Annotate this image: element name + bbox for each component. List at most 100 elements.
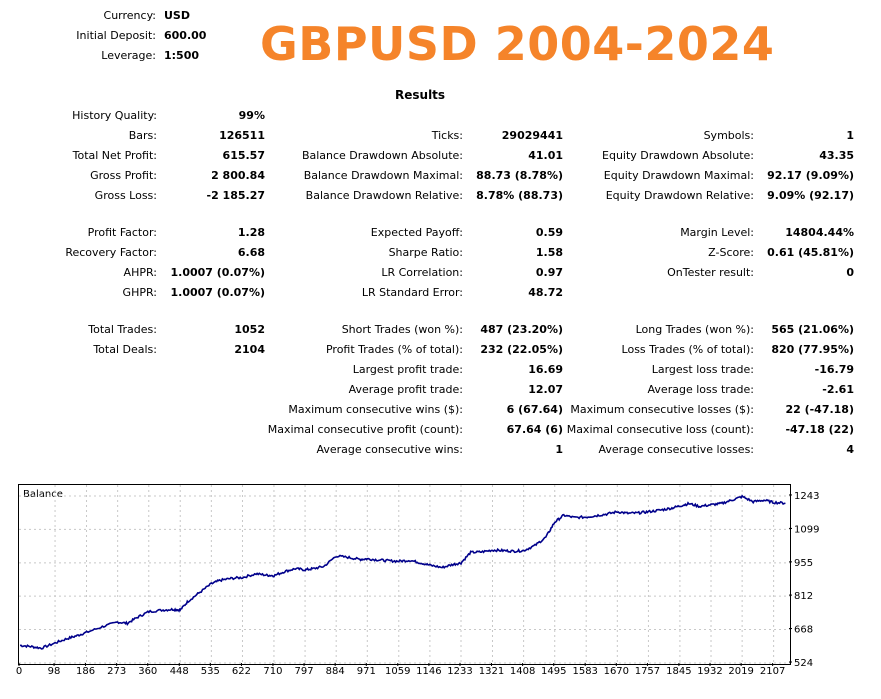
result-label: Equity Drawdown Absolute: <box>602 149 754 162</box>
y-tick-label: 668 <box>794 625 813 636</box>
result-label: Long Trades (won %): <box>635 323 754 336</box>
result-label: Expected Payoff: <box>370 226 463 239</box>
result-label: Maximal consecutive profit (count): <box>267 423 463 436</box>
result-label: Total Net Profit: <box>72 149 157 162</box>
result-value: 1 <box>846 129 854 142</box>
x-tick-label: 1757 <box>635 666 660 677</box>
result-value: 0.59 <box>535 226 563 239</box>
chart-title: Balance <box>23 489 63 500</box>
result-value: 615.57 <box>222 149 265 162</box>
result-value: -47.18 (22) <box>785 423 854 436</box>
result-label: History Quality: <box>72 109 157 122</box>
result-label: Equity Drawdown Relative: <box>605 189 754 202</box>
result-value: 1 <box>555 443 563 456</box>
result-value: 565 (21.06%) <box>771 323 854 336</box>
header-label: Currency: <box>103 9 156 22</box>
result-value: 43.35 <box>819 149 854 162</box>
result-label: Z-Score: <box>708 246 754 259</box>
result-value: 126511 <box>219 129 265 142</box>
result-label: Short Trades (won %): <box>341 323 463 336</box>
x-tick-label: 797 <box>295 666 314 677</box>
result-label: Symbols: <box>703 129 754 142</box>
result-label: LR Standard Error: <box>361 286 463 299</box>
result-value: -16.79 <box>814 363 854 376</box>
result-label: Recovery Factor: <box>65 246 157 259</box>
header-label: Leverage: <box>101 49 156 62</box>
result-label: Average consecutive wins: <box>316 443 463 456</box>
balance-chart: Balance <box>18 484 791 665</box>
result-label: Largest loss trade: <box>651 363 754 376</box>
header-value: 600.00 <box>164 29 207 42</box>
x-tick-label: 710 <box>263 666 282 677</box>
result-value: 2104 <box>234 343 265 356</box>
result-value: 6 (67.64) <box>506 403 563 416</box>
result-label: LR Correlation: <box>381 266 463 279</box>
result-label: Maximum consecutive losses ($): <box>570 403 754 416</box>
result-label: Average consecutive losses: <box>598 443 754 456</box>
result-label: Total Trades: <box>88 323 157 336</box>
result-value: 99% <box>238 109 265 122</box>
result-value: 4 <box>846 443 854 456</box>
result-label: Total Deals: <box>93 343 157 356</box>
x-tick-label: 2107 <box>760 666 785 677</box>
x-tick-label: 98 <box>48 666 61 677</box>
result-label: Bars: <box>128 129 157 142</box>
result-label: Profit Factor: <box>87 226 157 239</box>
x-tick-label: 1408 <box>510 666 535 677</box>
x-tick-label: 1146 <box>416 666 441 677</box>
result-label: Maximal consecutive loss (count): <box>566 423 754 436</box>
result-value: 0 <box>846 266 854 279</box>
result-label: OnTester result: <box>667 266 754 279</box>
result-value: 820 (77.95%) <box>771 343 854 356</box>
y-tick-label: 524 <box>794 658 813 669</box>
result-label: Gross Loss: <box>94 189 157 202</box>
overlay-title: GBPUSD 2004-2024 <box>260 17 775 71</box>
x-tick-label: 2019 <box>728 666 753 677</box>
x-tick-label: 1932 <box>697 666 722 677</box>
result-value: 232 (22.05%) <box>480 343 563 356</box>
result-label: Largest profit trade: <box>352 363 463 376</box>
result-value: 92.17 (9.09%) <box>767 169 854 182</box>
result-value: 8.78% (88.73) <box>476 189 563 202</box>
result-value: 1.28 <box>237 226 265 239</box>
x-tick-label: 360 <box>138 666 157 677</box>
result-label: Gross Profit: <box>90 169 157 182</box>
result-value: 6.68 <box>237 246 265 259</box>
result-value: -2.61 <box>822 383 854 396</box>
x-tick-label: 622 <box>232 666 251 677</box>
result-label: Equity Drawdown Maximal: <box>603 169 754 182</box>
result-value: 1052 <box>234 323 265 336</box>
result-value: 1.58 <box>535 246 563 259</box>
result-value: 67.64 (6) <box>506 423 563 436</box>
header-value: 1:500 <box>164 49 200 62</box>
x-tick-label: 0 <box>16 666 22 677</box>
result-value: 0.97 <box>535 266 563 279</box>
x-tick-label: 535 <box>201 666 220 677</box>
result-label: Ticks: <box>431 129 463 142</box>
y-tick-label: 812 <box>794 591 813 602</box>
result-label: GHPR: <box>122 286 157 299</box>
y-tick-label: 955 <box>794 558 813 569</box>
balance-line <box>19 494 786 650</box>
result-label: Balance Drawdown Absolute: <box>301 149 463 162</box>
result-value: 2 800.84 <box>211 169 265 182</box>
results-title: Results <box>395 88 446 102</box>
result-value: 0.61 (45.81%) <box>767 246 854 259</box>
result-value: 41.01 <box>528 149 563 162</box>
x-tick-label: 1059 <box>385 666 410 677</box>
result-value: 1.0007 (0.07%) <box>170 286 266 299</box>
result-value: -2 185.27 <box>206 189 266 202</box>
x-tick-label: 1583 <box>572 666 597 677</box>
result-label: Average loss trade: <box>647 383 754 396</box>
x-tick-label: 1233 <box>447 666 472 677</box>
x-tick-label: 971 <box>357 666 376 677</box>
result-label: Margin Level: <box>680 226 754 239</box>
header-value: USD <box>164 9 190 22</box>
y-tick-label: 1099 <box>794 524 819 535</box>
result-value: 9.09% (92.17) <box>767 189 854 202</box>
y-tick-label: 1243 <box>794 491 819 502</box>
x-tick-label: 884 <box>326 666 345 677</box>
x-tick-label: 273 <box>107 666 126 677</box>
result-value: 16.69 <box>528 363 563 376</box>
header-label: Initial Deposit: <box>76 29 156 42</box>
